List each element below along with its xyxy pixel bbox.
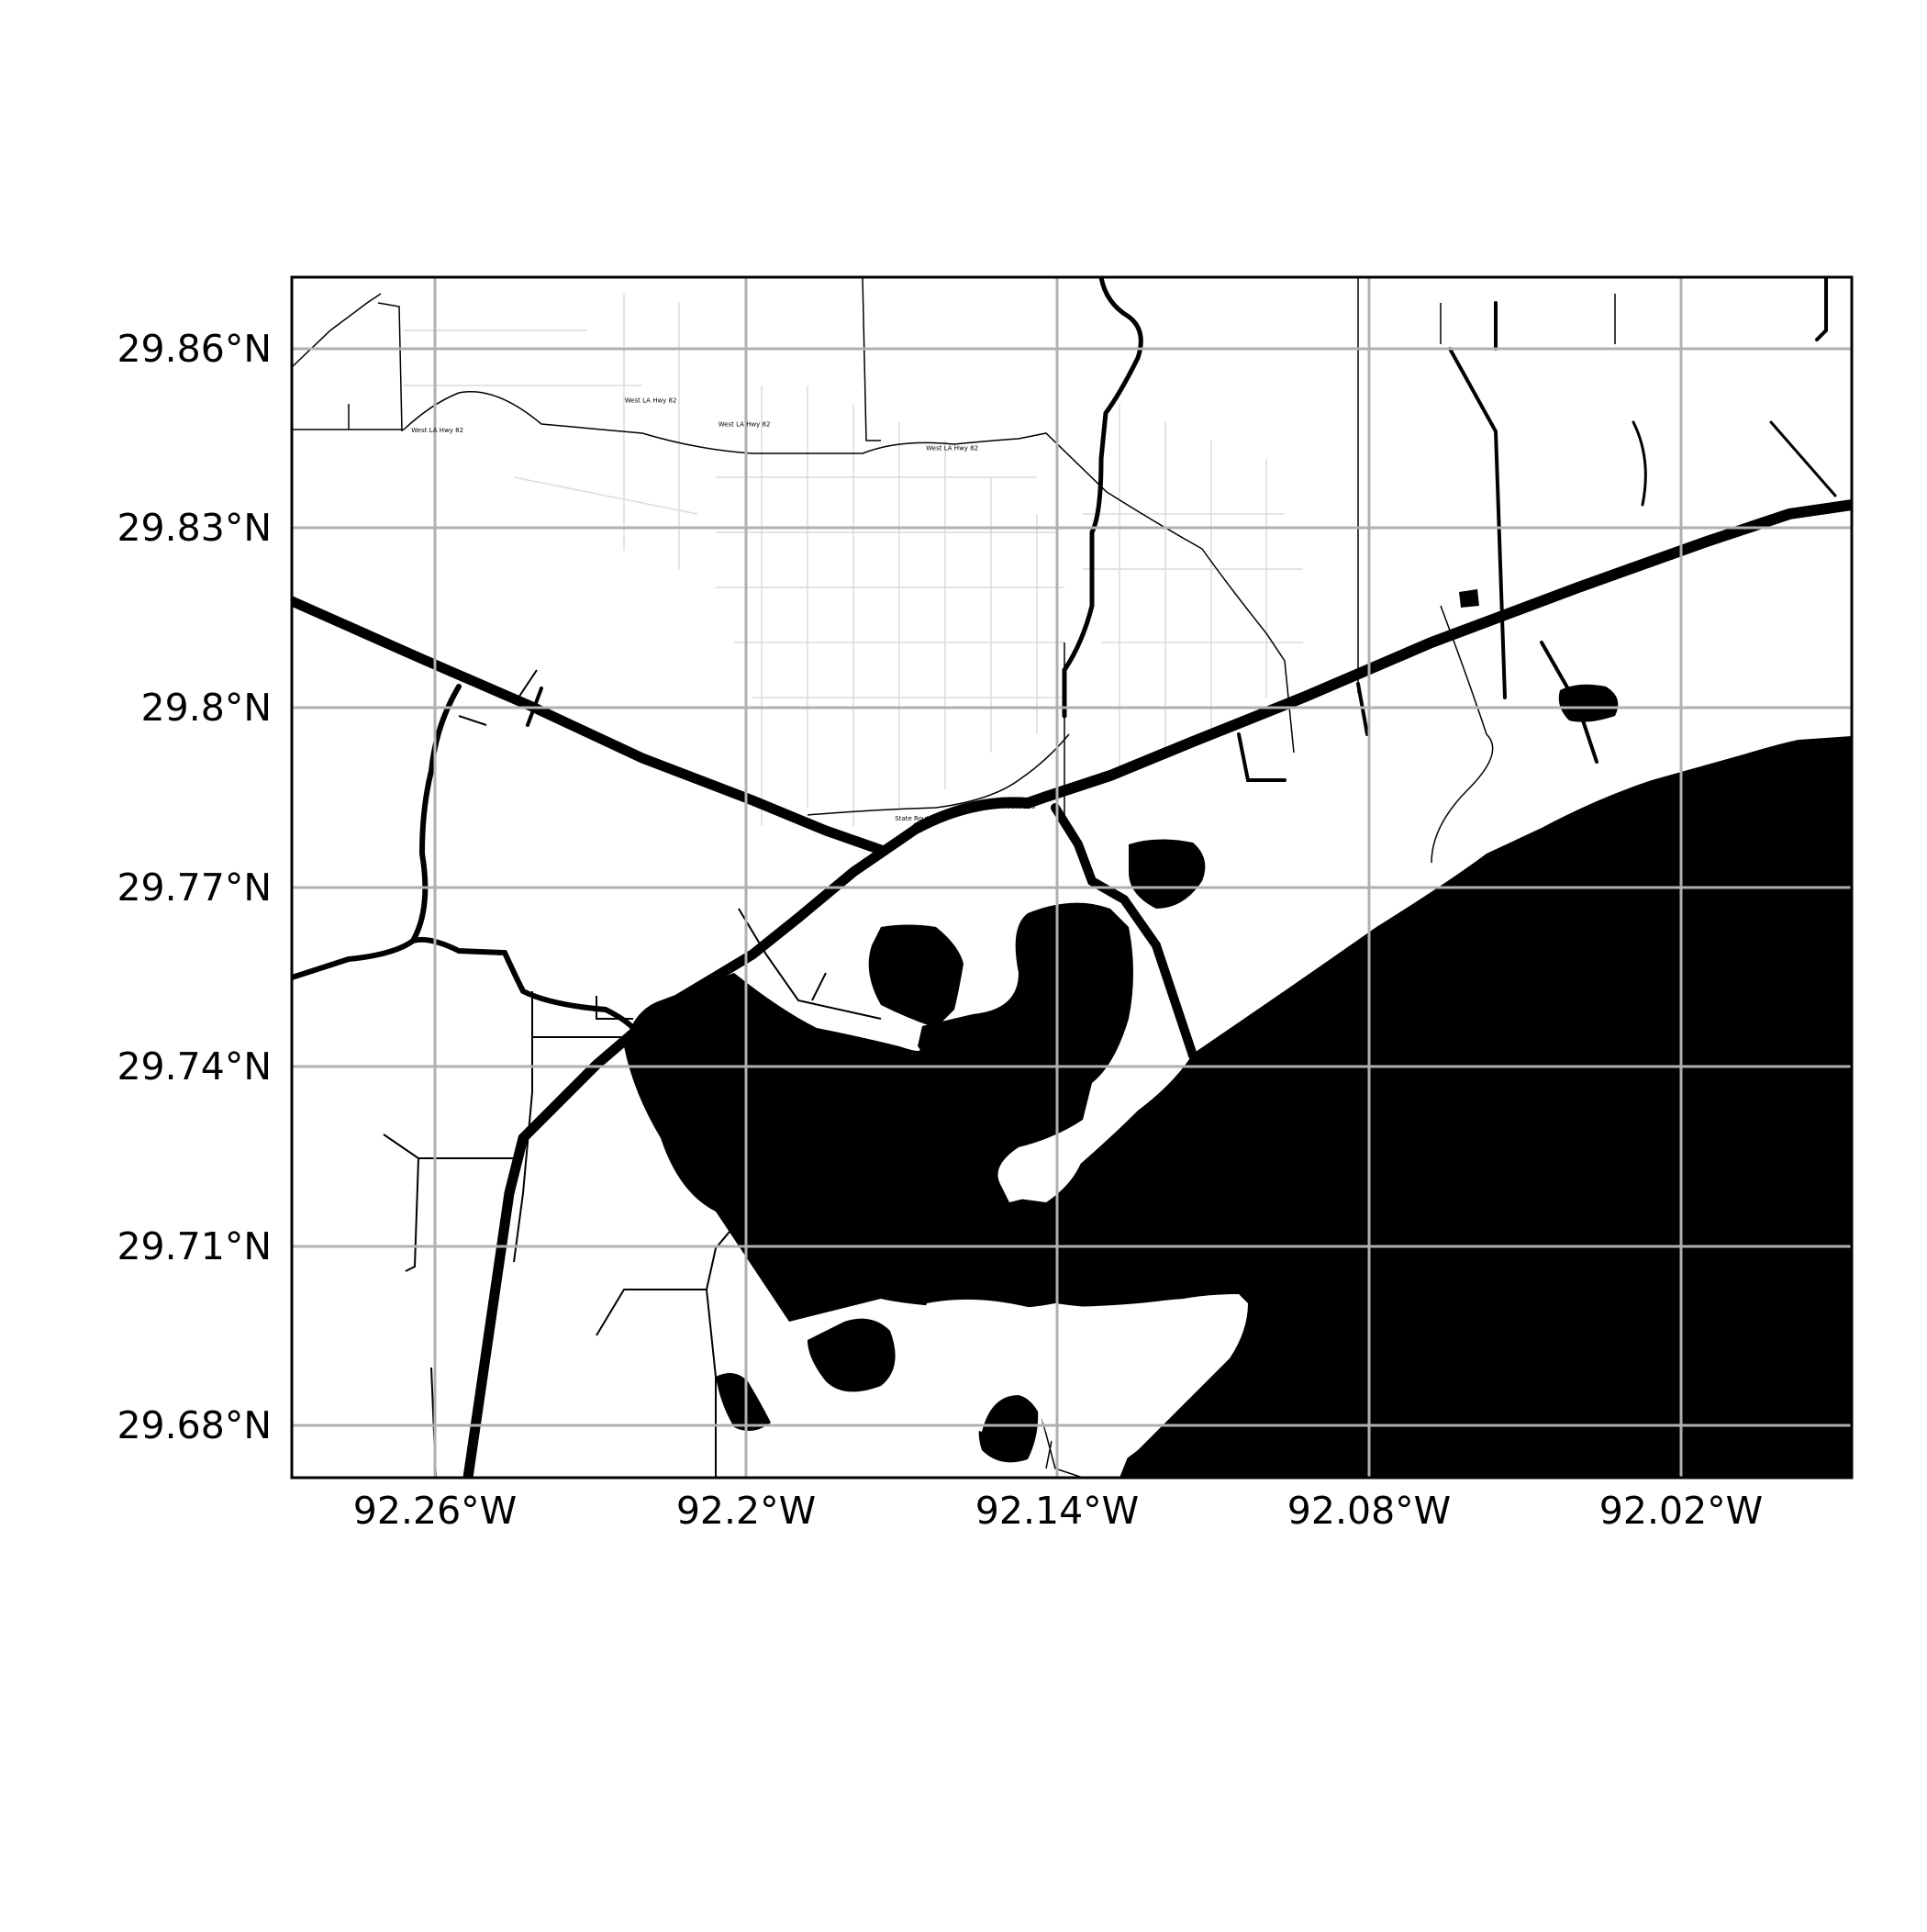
road-label: State Route 330 — [984, 803, 1036, 810]
y-tick-label: 29.83°N — [117, 506, 272, 550]
bay-south-lobe-1 — [978, 1393, 1039, 1463]
x-tick-label: 92.14°W — [975, 1489, 1139, 1533]
road-label: West LA Hwy 82 — [718, 421, 771, 429]
map-frame — [290, 275, 1854, 1480]
x-tick-label: 92.2°W — [676, 1489, 816, 1533]
y-tick-label: 29.68°N — [117, 1403, 272, 1447]
road-label: State Route 330 — [895, 815, 947, 822]
bay-island-right — [1129, 839, 1206, 909]
road-label: West LA Hwy 82 — [411, 427, 463, 434]
road-state-route-330 — [807, 733, 1070, 816]
road-label: West LA Hwy 82 — [926, 445, 978, 452]
bay-southwest-1 — [808, 1318, 896, 1392]
roads — [292, 277, 1616, 1478]
y-tick-label: 29.71°N — [117, 1224, 272, 1268]
y-tick-label: 29.74°N — [117, 1044, 272, 1089]
y-tick-label: 29.77°N — [117, 865, 272, 910]
land-islands — [916, 1138, 1243, 1478]
water-bodies — [624, 589, 1852, 1478]
bay-southwest-2 — [716, 1373, 771, 1431]
canal-bayou — [292, 936, 636, 1031]
lake-east — [1558, 684, 1619, 722]
x-tick-label: 92.02°W — [1599, 1489, 1763, 1533]
y-tick-label: 29.8°N — [141, 686, 272, 730]
x-tick-label: 92.08°W — [1287, 1489, 1451, 1533]
gridlines — [292, 277, 1852, 1478]
road-west-la-hwy-82 — [292, 390, 1295, 754]
bay-upper — [868, 924, 964, 1028]
island-southern-marsh — [916, 1298, 1243, 1478]
x-tick-labels: 92.26°W 92.2°W 92.14°W 92.08°W 92.02°W — [353, 1489, 1763, 1533]
x-tick-label: 92.26°W — [353, 1489, 517, 1533]
town-streets — [404, 294, 1303, 826]
canal-northwest — [292, 596, 886, 855]
y-tick-label: 29.86°N — [117, 327, 272, 371]
canal-main — [912, 499, 1852, 833]
island-marsh — [1015, 1138, 1083, 1202]
road-labels: West LA Hwy 82 West LA Hwy 82 West LA Hwy … — [411, 397, 1035, 823]
y-tick-labels: 29.86°N 29.83°N 29.8°N 29.77°N 29.74°N 2… — [117, 327, 272, 1447]
gulf-water — [624, 736, 1852, 1478]
road-label: West LA Hwy 82 — [625, 397, 677, 405]
